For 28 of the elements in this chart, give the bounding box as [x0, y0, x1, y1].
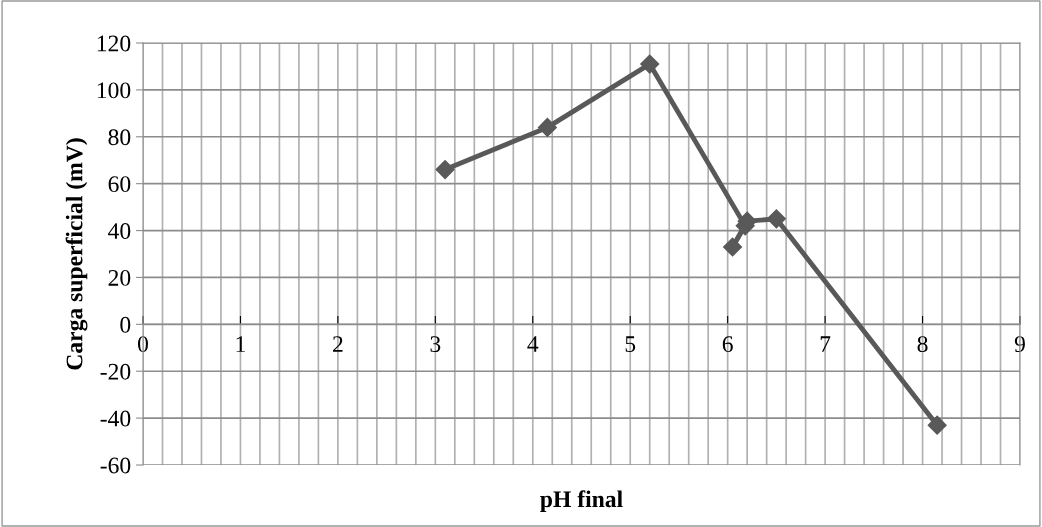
y-tick-label: 80: [108, 129, 131, 146]
x-tick-label: 7: [820, 336, 831, 352]
y-tick-label: 40: [108, 223, 131, 239]
y-tick-label: 60: [108, 176, 131, 193]
point: [537, 117, 557, 137]
point: [723, 237, 743, 257]
point: [640, 54, 660, 74]
x-tick-label: 8: [917, 336, 928, 353]
x-tick-label: 2: [333, 336, 343, 352]
x-axis-title: pH final: [540, 490, 623, 512]
point: [766, 209, 786, 229]
y-tick-label: 20: [108, 269, 131, 286]
point: [435, 160, 455, 180]
y-tick-label: -40: [100, 410, 131, 427]
y-tick-label: -20: [100, 363, 131, 380]
y-tick-label: 100: [97, 82, 131, 99]
x-tick-label: 1: [236, 336, 245, 352]
x-tick-label: 3: [430, 336, 441, 353]
y-tick-label: 0: [120, 316, 131, 333]
x-tick-label: 9: [1014, 336, 1025, 353]
y-tick-label: -60: [100, 457, 131, 474]
x-tick-label: 4: [527, 336, 539, 352]
point: [927, 415, 947, 435]
y-axis-title: Carga superficial (mV): [65, 138, 88, 370]
x-tick-label: 0: [138, 336, 148, 353]
x-tick-label: 6: [722, 336, 733, 353]
y-tick-label: 120: [97, 35, 131, 52]
x-tick-label: 5: [625, 336, 636, 353]
